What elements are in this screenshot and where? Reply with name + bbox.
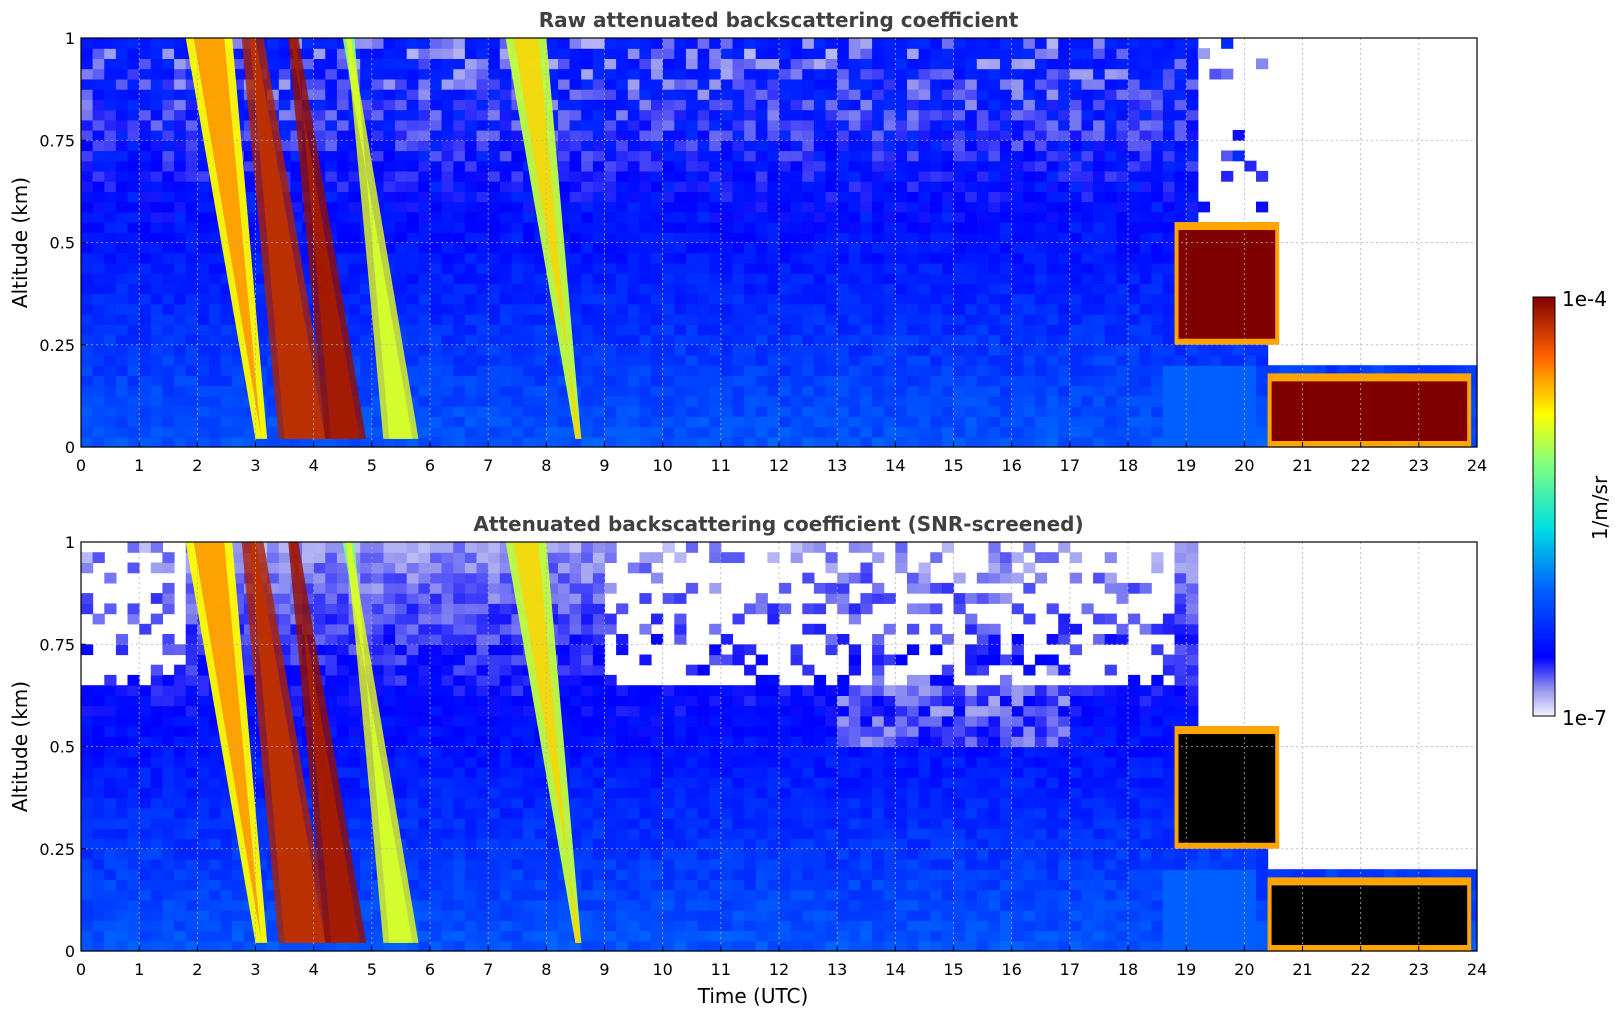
x-tick-label: 23: [1409, 456, 1429, 475]
heatmap-band-core-1: [193, 542, 262, 943]
y-tick-label: 0.75: [39, 131, 75, 150]
chart-title-bottom: Attenuated backscattering coefficient (S…: [473, 512, 1084, 536]
heatmap-band-core-3: [288, 542, 367, 943]
x-tick-label: 11: [711, 960, 731, 979]
x-tick-label: 4: [309, 960, 319, 979]
x-tick-label: 3: [250, 456, 260, 475]
x-tick-label: 13: [827, 456, 847, 475]
cloud-core-2: [1271, 885, 1468, 945]
x-tick-label: 1: [134, 960, 144, 979]
panel-1: 0 1 2 3 4 5 6 7 8 9 10 11 12 13 14 15 16 17 18 19 20 21 22 23 24…: [8, 29, 1487, 475]
x-tick-label: 17: [1060, 960, 1080, 979]
colorbar-max-label: 1e-4: [1562, 287, 1607, 311]
x-tick-label: 21: [1292, 456, 1312, 475]
x-tick-label: 22: [1350, 960, 1370, 979]
heatmap-band-core-2: [241, 542, 332, 943]
cloud-core-1: [1178, 734, 1276, 843]
x-tick-label: 0: [76, 960, 86, 979]
x-tick-label: 3: [250, 960, 260, 979]
x-tick-label: 8: [541, 960, 551, 979]
heatmap-band-core-5: [513, 542, 582, 943]
colorbar-unit-label: 1/m/sr: [1588, 475, 1612, 540]
x-tick-label: 5: [367, 456, 377, 475]
y-tick-label: 1: [65, 29, 75, 48]
x-tick-label: 16: [1001, 456, 1021, 475]
x-tick-label: 5: [367, 960, 377, 979]
y-tick-label: 0.75: [39, 635, 75, 654]
y-tick-label: 0.5: [50, 234, 75, 253]
x-tick-label: 18: [1118, 456, 1138, 475]
x-tick-label: 9: [599, 456, 609, 475]
x-tick-label: 20: [1234, 456, 1254, 475]
x-tick-label: 23: [1409, 960, 1429, 979]
x-tick-label: 11: [711, 456, 731, 475]
x-tick-label: 19: [1176, 960, 1196, 979]
x-tick-label: 16: [1001, 960, 1021, 979]
y-axis-label: Altitude (km): [8, 177, 32, 308]
y-tick-label: 0.25: [39, 336, 75, 355]
heatmap-band-core-3: [288, 38, 367, 439]
panel-2: 0 1 2 3 4 5 6 7 8 9 10 11 12 13 14 15 16 17 18 19 20 21 22 23 24…: [8, 533, 1487, 1008]
x-tick-label: 14: [885, 960, 905, 979]
colorbar-gradient: [1532, 296, 1556, 717]
x-tick-label: 21: [1292, 960, 1312, 979]
x-tick-label: 10: [652, 456, 672, 475]
x-tick-label: 7: [483, 456, 493, 475]
grid: [80, 541, 1478, 952]
x-tick-label: 24: [1467, 960, 1487, 979]
heatmap-band-core-5: [513, 38, 582, 439]
x-tick-label: 24: [1467, 456, 1487, 475]
y-axis-label: Altitude (km): [8, 681, 32, 812]
heatmap-band-core-4: [346, 38, 419, 439]
colorbar-min-label: 1e-7: [1562, 706, 1607, 730]
x-tick-label: 6: [425, 456, 435, 475]
heatmap-band-5: [505, 542, 582, 943]
x-tick-label: 6: [425, 960, 435, 979]
x-tick-label: 22: [1350, 456, 1370, 475]
x-tick-label: 8: [541, 456, 551, 475]
x-tick-label: 2: [192, 456, 202, 475]
x-tick-label: 4: [309, 456, 319, 475]
heatmap-band-core-4: [346, 542, 419, 943]
cloud-core-1: [1178, 230, 1276, 339]
x-tick-label: 14: [885, 456, 905, 475]
x-tick-label: 7: [483, 960, 493, 979]
y-tick-label: 1: [65, 533, 75, 552]
x-tick-label: 15: [943, 960, 963, 979]
colorbar: 1e-4 1e-7 1/m/sr: [1532, 287, 1612, 730]
y-tick-label: 0.25: [39, 840, 75, 859]
x-tick-label: 20: [1234, 960, 1254, 979]
y-tick-label: 0.5: [50, 738, 75, 757]
heatmap-band-core-2: [241, 38, 332, 439]
x-tick-label: 18: [1118, 960, 1138, 979]
x-axis-label: Time (UTC): [697, 984, 809, 1008]
y-tick-label: 0: [65, 438, 75, 457]
x-tick-label: 2: [192, 960, 202, 979]
cloud-core-2: [1271, 381, 1468, 441]
x-tick-label: 19: [1176, 456, 1196, 475]
heatmap-band-5: [505, 38, 582, 439]
x-tick-label: 12: [769, 960, 789, 979]
heatmap-band-core-1: [193, 38, 262, 439]
chart-title-top: Raw attenuated backscattering coefficien…: [538, 8, 1019, 32]
x-tick-label: 1: [134, 456, 144, 475]
x-tick-label: 17: [1060, 456, 1080, 475]
x-tick-label: 15: [943, 456, 963, 475]
x-tick-label: 13: [827, 960, 847, 979]
x-tick-label: 9: [599, 960, 609, 979]
x-tick-label: 12: [769, 456, 789, 475]
y-tick-label: 0: [65, 942, 75, 961]
x-tick-label: 10: [652, 960, 672, 979]
x-tick-label: 0: [76, 456, 86, 475]
